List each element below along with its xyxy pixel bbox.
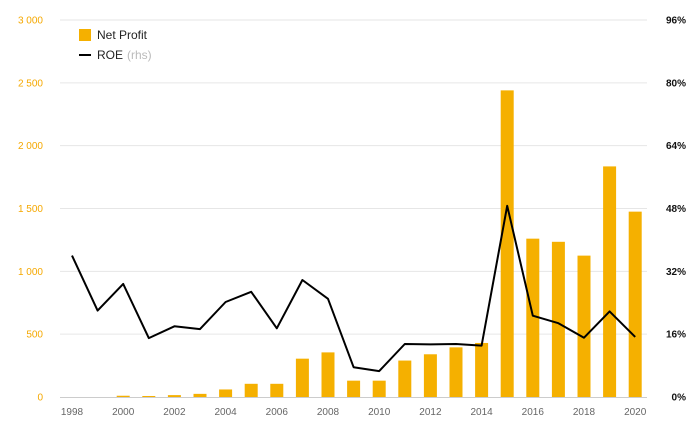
net-profit-bar bbox=[347, 380, 361, 397]
legend-roe-name: ROE bbox=[97, 48, 123, 62]
x-axis-tick-label: 2020 bbox=[624, 407, 647, 418]
right-axis-tick-label: 0% bbox=[672, 393, 687, 404]
right-axis-tick-label: 48% bbox=[666, 204, 686, 215]
x-axis-tick-label: 2006 bbox=[266, 407, 289, 418]
x-axis: 1998 2000 2002 2004 2006 2008 2010 2012 2014 2016… bbox=[60, 397, 647, 418]
net-profit-bar bbox=[295, 358, 309, 397]
x-axis-tick-label: 2004 bbox=[214, 407, 237, 418]
roe-line bbox=[71, 204, 636, 373]
net-profit-bar bbox=[270, 383, 284, 397]
net-profit-bar bbox=[321, 352, 335, 397]
x-axis-tick-label: 2002 bbox=[163, 407, 186, 418]
x-axis-tick-label: 2016 bbox=[522, 407, 545, 418]
net-profit-bar bbox=[500, 90, 514, 397]
left-axis-tick-label: 1 500 bbox=[18, 204, 43, 215]
net-profit-bar bbox=[423, 354, 437, 397]
net-profit-bar bbox=[219, 389, 233, 397]
right-axis-tick-label: 16% bbox=[666, 330, 686, 341]
left-axis-tick-label: 2 000 bbox=[18, 141, 43, 152]
net-profit-bar bbox=[526, 238, 540, 397]
right-axis: 0% 16% 32% 48% 64% 80% 96% bbox=[666, 16, 686, 404]
x-axis-tick-label: 2008 bbox=[317, 407, 340, 418]
net-profit-bar bbox=[475, 342, 489, 397]
legend-net-profit-label: Net Profit bbox=[97, 28, 148, 42]
roe-line-series bbox=[71, 204, 636, 373]
x-axis-tick-label: 2018 bbox=[573, 407, 596, 418]
legend: Net Profit ROE (rhs) bbox=[79, 28, 152, 62]
net-profit-bar bbox=[603, 166, 617, 397]
left-axis-tick-label: 3 000 bbox=[18, 16, 43, 27]
net-profit-bar bbox=[551, 241, 565, 397]
right-axis-tick-label: 80% bbox=[666, 78, 686, 89]
legend-roe-label: ROE (rhs) bbox=[97, 48, 152, 62]
x-axis-tick-label: 2014 bbox=[470, 407, 493, 418]
net-profit-bar bbox=[142, 395, 156, 397]
net-profit-bar bbox=[193, 393, 207, 397]
left-axis-tick-label: 0 bbox=[37, 393, 43, 404]
x-axis-tick-label: 1998 bbox=[61, 407, 84, 418]
legend-roe-suffix: (rhs) bbox=[127, 48, 152, 62]
legend-net-profit-swatch bbox=[79, 29, 91, 41]
net-profit-bar bbox=[372, 380, 386, 397]
left-axis: 0 500 1 000 1 500 2 000 2 500 3 000 bbox=[18, 16, 43, 404]
net-profit-bar bbox=[577, 255, 591, 397]
right-axis-tick-label: 96% bbox=[666, 16, 686, 27]
net-profit-bar bbox=[449, 347, 463, 397]
x-axis-tick-label: 2012 bbox=[419, 407, 442, 418]
left-axis-tick-label: 2 500 bbox=[18, 78, 43, 89]
left-axis-tick-label: 1 000 bbox=[18, 267, 43, 278]
x-axis-tick-label: 2000 bbox=[112, 407, 135, 418]
net-profit-bar bbox=[116, 395, 130, 397]
left-axis-tick-label: 500 bbox=[26, 330, 43, 341]
net-profit-bar bbox=[167, 395, 181, 397]
x-axis-tick-label: 2010 bbox=[368, 407, 391, 418]
net-profit-bar bbox=[398, 360, 412, 397]
net-profit-bars bbox=[116, 90, 642, 397]
right-axis-tick-label: 32% bbox=[666, 267, 686, 278]
right-axis-tick-label: 64% bbox=[666, 141, 686, 152]
gridlines bbox=[60, 19, 647, 335]
net-profit-bar bbox=[244, 383, 258, 397]
net-profit-bar bbox=[628, 211, 642, 397]
